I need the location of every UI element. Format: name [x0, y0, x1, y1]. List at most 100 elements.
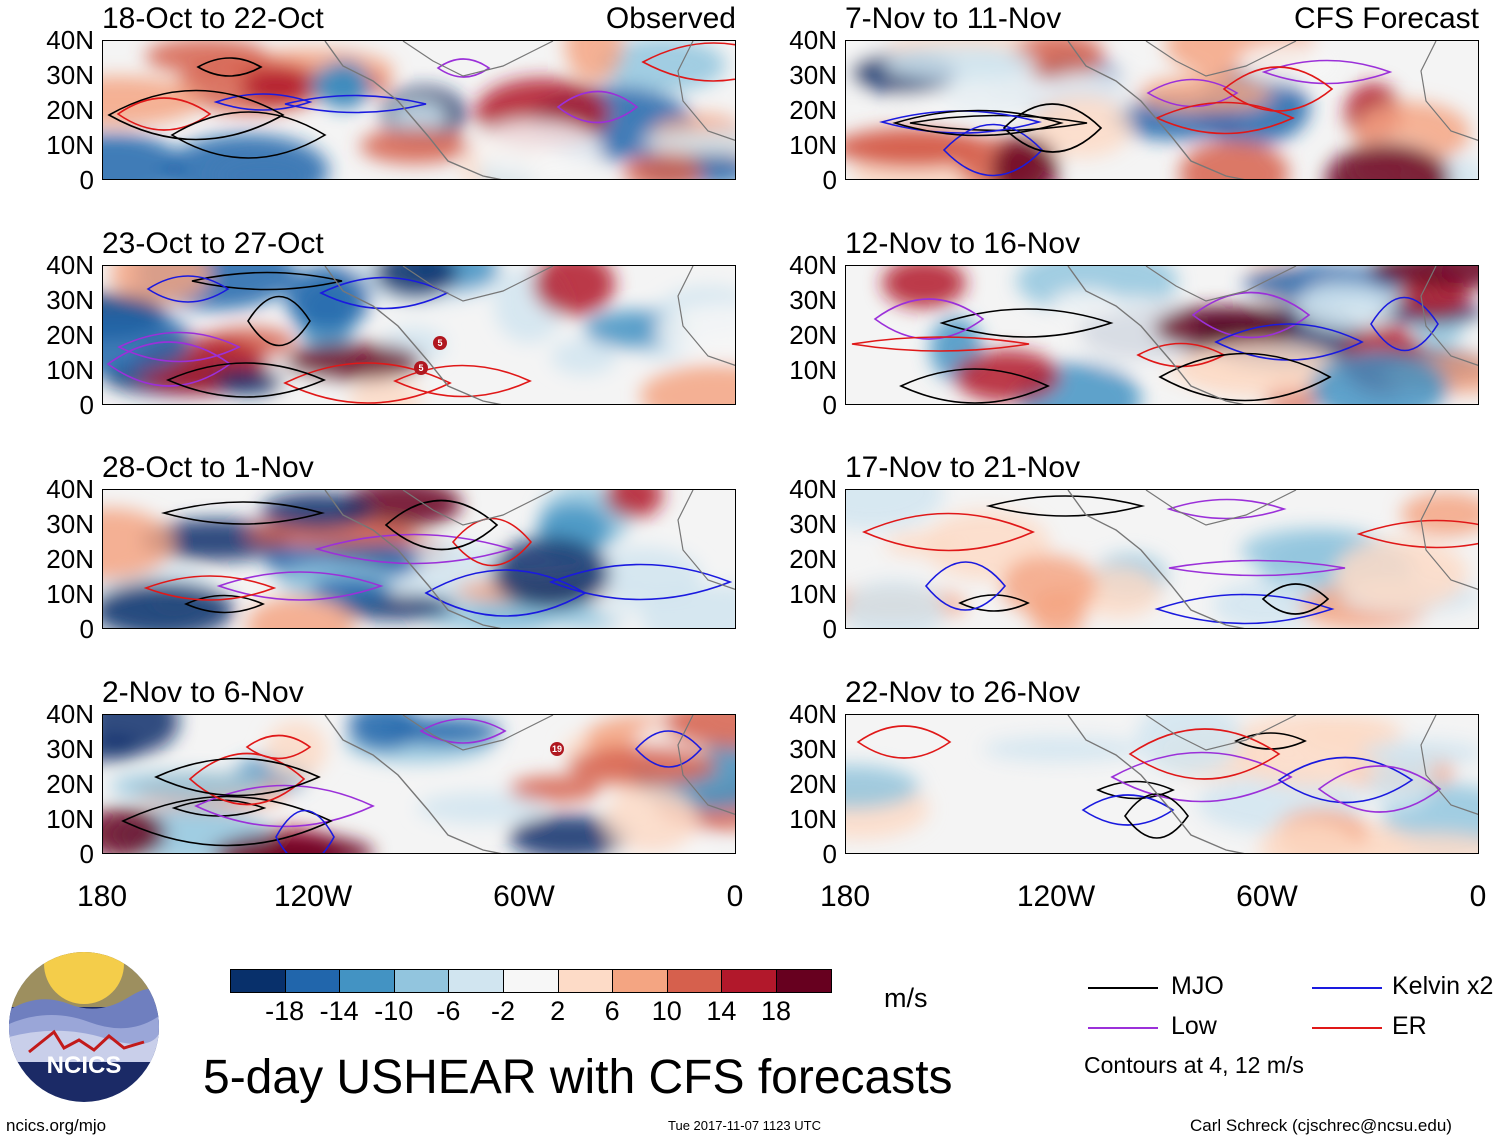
y-axis-label: 20N — [46, 95, 94, 125]
y-axis-label: 30N — [46, 734, 94, 764]
panel-tag: CFS Forecast — [1293, 2, 1479, 35]
colorbar-swatch — [393, 969, 450, 993]
y-axis-label: 40N — [46, 250, 94, 280]
y-axis-label: 20N — [46, 769, 94, 799]
colorbar-label: -6 — [436, 996, 461, 1026]
panel-title: 17-Nov to 21-Nov — [845, 451, 1081, 484]
logo-text: NCICS — [46, 1052, 122, 1079]
y-axis-label: 0 — [822, 390, 837, 420]
legend-label-er: ER — [1392, 1012, 1427, 1040]
y-axis-label: 30N — [789, 509, 837, 539]
footer-center: Tue 2017-11-07 1123 UTC — [668, 1118, 821, 1133]
y-axis-label: 10N — [46, 130, 94, 160]
colorbar-label: 14 — [706, 996, 737, 1026]
y-axis-label: 20N — [789, 544, 837, 574]
colorbar-swatch — [557, 969, 614, 993]
y-axis-label: 40N — [789, 474, 837, 504]
y-axis-label: 40N — [46, 25, 94, 55]
x-axis-label: 180 — [76, 880, 128, 913]
y-axis-label: 0 — [79, 390, 94, 420]
panel-title: 18-Oct to 22-Oct — [102, 2, 324, 35]
y-axis-label: 20N — [46, 544, 94, 574]
legend-line-er — [1312, 1027, 1382, 1029]
colorbar-swatch — [503, 969, 559, 993]
y-axis-label: 20N — [789, 769, 837, 799]
colorbar-label: -18 — [265, 996, 305, 1026]
y-axis-label: 10N — [46, 355, 94, 385]
map-panel — [845, 714, 1479, 854]
colorbar-label: 10 — [651, 996, 682, 1026]
y-axis-label: 0 — [79, 165, 94, 195]
panel-title: 28-Oct to 1-Nov — [102, 451, 314, 484]
colorbar-label: 18 — [760, 996, 792, 1026]
y-axis-label: 40N — [789, 250, 837, 280]
panel-title: 7-Nov to 11-Nov — [845, 2, 1062, 35]
colorbar-unit: m/s — [884, 983, 928, 1013]
y-axis-label: 30N — [789, 285, 837, 315]
y-axis-label: 0 — [822, 839, 837, 869]
logo-graphic — [9, 952, 159, 1062]
x-axis-label: 180 — [819, 880, 871, 913]
legend-label-kelvin: Kelvin x2 — [1392, 972, 1494, 1000]
y-axis-label: 30N — [46, 509, 94, 539]
map-panel — [102, 489, 736, 629]
map-panel — [845, 489, 1479, 629]
y-axis-label: 40N — [46, 699, 94, 729]
map-panel — [102, 714, 736, 854]
footer-right: Carl Schreck (cjschrec@ncsu.edu) — [1190, 1116, 1452, 1135]
panel-title: 12-Nov to 16-Nov — [845, 227, 1081, 260]
panel-tag: Observed — [605, 2, 736, 35]
y-axis-label: 10N — [789, 355, 837, 385]
y-axis-label: 30N — [46, 60, 94, 90]
colorbar-label: 2 — [550, 996, 566, 1026]
colorbar-swatch — [230, 969, 286, 993]
x-axis-label: 0 — [726, 880, 744, 913]
legend-label-mjo: MJO — [1171, 972, 1224, 1000]
legend-label-low: Low — [1171, 1012, 1217, 1040]
map-panel — [845, 265, 1479, 405]
y-axis-label: 30N — [789, 60, 837, 90]
colorbar-swatch — [284, 969, 341, 993]
ncics-logo: NCICS — [9, 952, 159, 1102]
colorbar-swatch — [612, 969, 668, 993]
colorbar-swatch — [721, 969, 777, 993]
x-axis-label: 60W — [493, 880, 555, 913]
y-axis-label: 40N — [789, 699, 837, 729]
colorbar-swatch — [666, 969, 723, 993]
map-panel — [102, 40, 736, 180]
legend-note: Contours at 4, 12 m/s — [1084, 1052, 1304, 1078]
storm-marker: 5 — [433, 336, 447, 350]
panel-title: 23-Oct to 27-Oct — [102, 227, 324, 260]
legend-line-mjo — [1088, 987, 1158, 989]
y-axis-label: 10N — [789, 804, 837, 834]
x-axis-label: 120W — [273, 880, 353, 913]
y-axis-label: 20N — [789, 320, 837, 350]
footer-left: ncics.org/mjo — [6, 1116, 107, 1135]
y-axis-label: 30N — [789, 734, 837, 764]
storm-marker: 5 — [414, 361, 428, 375]
y-axis-label: 0 — [822, 165, 837, 195]
y-axis-label: 10N — [789, 130, 837, 160]
colorbar-swatch — [776, 969, 832, 993]
legend-line-kelvin — [1312, 987, 1382, 989]
colorbar-label: 6 — [604, 996, 620, 1026]
y-axis-label: 40N — [789, 25, 837, 55]
map-panel — [845, 40, 1479, 180]
x-axis-label: 120W — [1016, 880, 1096, 913]
y-axis-label: 10N — [46, 804, 94, 834]
y-axis-label: 30N — [46, 285, 94, 315]
legend-line-low — [1088, 1027, 1158, 1029]
y-axis-label: 40N — [46, 474, 94, 504]
x-axis-label: 60W — [1236, 880, 1298, 913]
colorbar-swatch — [339, 969, 395, 993]
y-axis-label: 20N — [46, 320, 94, 350]
y-axis-label: 0 — [79, 839, 94, 869]
map-panel — [102, 265, 736, 405]
y-axis-label: 10N — [46, 579, 94, 609]
y-axis-label: 10N — [789, 579, 837, 609]
colorbar-swatch — [448, 969, 504, 993]
panel-title: 2-Nov to 6-Nov — [102, 676, 304, 709]
panel-title: 22-Nov to 26-Nov — [845, 676, 1081, 709]
colorbar-label: -2 — [490, 996, 515, 1026]
y-axis-label: 0 — [822, 614, 837, 644]
